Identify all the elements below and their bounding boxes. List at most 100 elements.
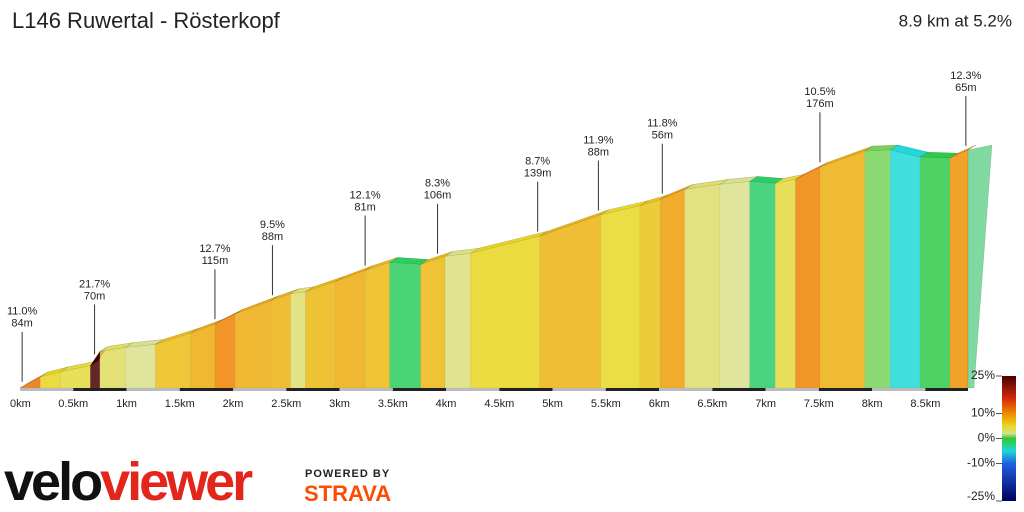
colorbar-label: -10%: [967, 456, 995, 470]
x-tick-label: 5.5km: [591, 398, 621, 410]
annotation-gradient: 11.8%: [647, 118, 678, 130]
profile-segment: [234, 300, 271, 389]
x-tick-label: 1.5km: [165, 398, 195, 410]
km-strip: [126, 388, 180, 391]
profile-segment: [270, 293, 291, 389]
x-tick-label: 7.5km: [804, 398, 834, 410]
km-strip: [659, 388, 713, 391]
profile-segment: [659, 189, 685, 389]
profile-segment: [305, 281, 336, 389]
annotation-length: 65m: [955, 82, 976, 94]
km-strip: [286, 388, 340, 391]
colorbar-label: 25%: [971, 368, 995, 382]
annotation-gradient: 10.5%: [804, 86, 835, 98]
km-strip: [233, 388, 287, 391]
km-strip: [73, 388, 127, 391]
annotation-length: 84m: [11, 318, 32, 330]
strava: STRAVA: [304, 481, 391, 506]
x-tick-label: 3.5km: [378, 398, 408, 410]
annotation-gradient: 12.1%: [350, 189, 381, 201]
km-strip: [446, 388, 500, 391]
x-tick-label: 0km: [10, 398, 31, 410]
x-tick-label: 8km: [862, 398, 883, 410]
km-strip: [765, 388, 819, 391]
profile-segment: [290, 291, 306, 389]
profile-segment: [889, 149, 921, 389]
km-strip: [872, 388, 926, 391]
x-tick-label: 7km: [755, 398, 776, 410]
annotation-length: 106m: [424, 190, 452, 202]
chart: 11.0%84m21.7%70m12.7%115m9.5%88m12.1%81m…: [7, 70, 1016, 503]
profile-side: [967, 144, 993, 389]
x-tick-label: 8.5km: [910, 398, 940, 410]
colorbar: [1002, 376, 1016, 501]
annotation-gradient: 11.0%: [7, 306, 38, 318]
profile-segment: [19, 376, 41, 389]
km-strip: [818, 388, 873, 391]
x-tick-label: 4.5km: [484, 398, 514, 410]
annotation-gradient: 12.7%: [199, 243, 230, 255]
annotation-gradient: 11.9%: [583, 134, 614, 146]
profile-segment: [99, 347, 126, 389]
annotation-gradient: 21.7%: [79, 278, 110, 290]
profile-segment: [949, 149, 969, 389]
profile-segment: [125, 344, 156, 389]
profile-segment: [819, 150, 865, 389]
profile-segment: [190, 323, 216, 389]
km-strip: [392, 388, 447, 391]
profile-segment: [774, 179, 796, 389]
profile-segment: [795, 166, 821, 389]
colorbar-label: 10%: [971, 406, 995, 420]
summary: 8.9 km at 5.2%: [899, 11, 1012, 30]
km-strip: [712, 388, 766, 391]
profile-segment: [684, 184, 721, 389]
profile-segment: [335, 270, 366, 389]
x-tick-label: 2.5km: [271, 398, 301, 410]
profile-segment: [470, 235, 541, 389]
profile-segment: [539, 214, 601, 389]
km-strip: [499, 388, 553, 391]
x-tick-label: 0.5km: [58, 398, 88, 410]
profile-segment: [749, 181, 776, 389]
annotation-gradient: 9.5%: [260, 219, 285, 231]
annotation-length: 56m: [652, 130, 673, 142]
x-tick-label: 4km: [436, 398, 457, 410]
annotation-length: 115m: [202, 255, 229, 267]
profile-segment: [364, 262, 390, 389]
colorbar-label: -25%: [967, 489, 995, 503]
profile-segment: [639, 199, 661, 389]
annotation-length: 139m: [524, 168, 552, 180]
profile-segment: [39, 371, 61, 389]
profile-segment: [389, 262, 421, 389]
annotation-length: 70m: [84, 290, 105, 302]
colorbar-label: 0%: [978, 431, 996, 445]
x-tick-label: 6.5km: [697, 398, 727, 410]
annotation-gradient: 8.7%: [525, 156, 550, 168]
profile-segment: [600, 205, 641, 389]
profile-segment: [90, 350, 101, 389]
km-strip: [552, 388, 606, 391]
x-tick-label: 6km: [649, 398, 670, 410]
profile-segment: [864, 149, 891, 389]
annotation-length: 176m: [806, 98, 834, 110]
logo: veloviewer: [4, 452, 253, 512]
title: L146 Ruwertal - Rösterkopf: [12, 8, 281, 33]
x-tick-label: 3km: [329, 398, 350, 410]
km-strip: [605, 388, 660, 391]
annotation-gradient: 12.3%: [950, 70, 981, 82]
profile-segment: [719, 181, 750, 389]
annotation-length: 88m: [588, 146, 609, 158]
x-tick-label: 5km: [542, 398, 563, 410]
km-strip: [925, 388, 968, 391]
km-strip: [179, 388, 234, 391]
powered-by: POWERED BY: [305, 468, 390, 480]
logo-viewer: viewer: [100, 452, 253, 512]
x-tick-label: 2km: [223, 398, 244, 410]
logo-velo: velo: [4, 452, 101, 512]
annotation-length: 88m: [262, 231, 283, 243]
profile-segment: [919, 156, 951, 389]
profile-segment: [420, 255, 446, 389]
annotation-gradient: 8.3%: [425, 178, 450, 190]
x-tick-label: 1km: [116, 398, 137, 410]
